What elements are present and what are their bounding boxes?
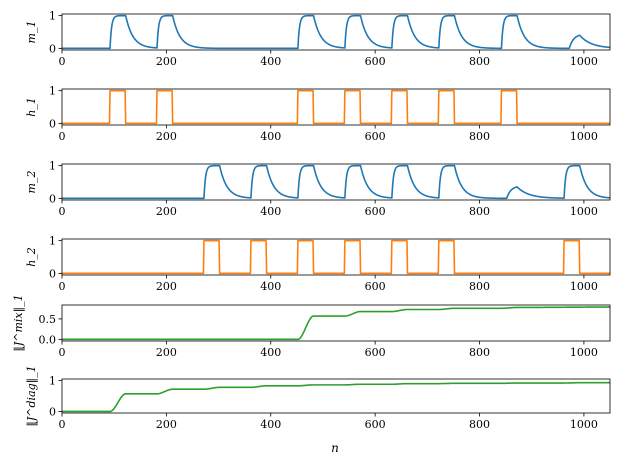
y-tick-label: 1	[49, 375, 56, 388]
x-tick-label: 200	[156, 346, 177, 359]
x-tick-label: 400	[260, 346, 281, 359]
x-tick-label: 600	[365, 55, 386, 68]
x-tick-label: 1000	[570, 280, 598, 293]
x-tick-label: 600	[365, 418, 386, 431]
axes-frame	[61, 378, 611, 414]
y-tick-label: 0	[49, 192, 56, 205]
subplot-1: 0 200 400 600 800 1000 0 1 m_1	[25, 10, 611, 68]
x-tick-label: 0	[59, 418, 66, 431]
x-tick-label: 200	[156, 205, 177, 218]
y-axis-label: m_2	[25, 171, 38, 194]
series-line	[61, 164, 611, 200]
x-tick-label: 0	[59, 55, 66, 68]
x-tick-label: 800	[469, 130, 490, 143]
axes-frame	[61, 13, 611, 51]
y-axis-label: m_1	[25, 21, 38, 44]
x-tick-label: 0	[59, 280, 66, 293]
y-tick-label: 0	[49, 405, 56, 418]
y-tick-label: 1	[49, 235, 56, 248]
x-tick-label: 0	[59, 130, 66, 143]
y-axis-label: ‖J^mix‖_1	[12, 294, 26, 351]
x-tick-label: 800	[469, 418, 490, 431]
x-tick-label: 400	[260, 418, 281, 431]
x-tick-label: 400	[260, 55, 281, 68]
series-line	[61, 239, 611, 275]
axes-frame	[61, 238, 611, 276]
x-tick-label: 600	[365, 346, 386, 359]
y-tick-label: 1	[49, 160, 56, 173]
x-tick-label: 600	[365, 130, 386, 143]
series-line	[61, 381, 611, 413]
x-tick-label: 1000	[570, 205, 598, 218]
series-line	[61, 14, 611, 50]
series-line	[61, 89, 611, 125]
x-tick-label: 800	[469, 346, 490, 359]
x-tick-label: 600	[365, 205, 386, 218]
x-tick-label: 800	[469, 280, 490, 293]
axes-frame	[61, 304, 611, 342]
x-tick-label: 0	[59, 205, 66, 218]
subplot-5: 0 200 400 600 800 1000 0.0 0.5 ‖J^mix‖_1	[12, 294, 611, 359]
x-tick-label: 800	[469, 205, 490, 218]
x-tick-label: 1000	[570, 55, 598, 68]
axes-frame	[61, 163, 611, 201]
x-tick-label: 200	[156, 55, 177, 68]
x-axis-label: n	[331, 441, 339, 455]
x-tick-label: 800	[469, 55, 490, 68]
x-tick-label: 400	[260, 205, 281, 218]
subplot-6: 0 200 400 600 800 1000 0 1 ‖J^diag‖_1	[25, 365, 611, 431]
subplot-4: 0 200 400 600 800 1000 0 1 h_2	[25, 235, 611, 293]
x-tick-label: 400	[260, 280, 281, 293]
subplot-3: 0 200 400 600 800 1000 0 1 m_2	[25, 160, 611, 218]
y-tick-label: 1	[49, 85, 56, 98]
axes-frame	[61, 88, 611, 126]
x-tick-label: 200	[156, 418, 177, 431]
series-line	[61, 306, 611, 341]
x-tick-label: 200	[156, 280, 177, 293]
y-axis-label: h_2	[25, 247, 38, 267]
y-axis-label: h_1	[25, 97, 38, 117]
x-tick-label: 1000	[570, 346, 598, 359]
x-tick-label: 200	[156, 130, 177, 143]
y-tick-label: 1	[49, 10, 56, 23]
y-tick-label: 0	[49, 117, 56, 130]
y-axis-label: ‖J^diag‖_1	[25, 365, 39, 426]
x-tick-label: 1000	[570, 130, 598, 143]
x-tick-label: 1000	[570, 418, 598, 431]
y-tick-label: 0	[49, 42, 56, 55]
y-tick-label: 0	[49, 267, 56, 280]
x-tick-label: 600	[365, 280, 386, 293]
y-tick-label: 0.5	[39, 313, 57, 326]
y-tick-label: 0.0	[39, 333, 57, 346]
subplot-2: 0 200 400 600 800 1000 0 1 h_1	[25, 85, 611, 143]
x-tick-label: 0	[59, 346, 66, 359]
x-tick-label: 400	[260, 130, 281, 143]
